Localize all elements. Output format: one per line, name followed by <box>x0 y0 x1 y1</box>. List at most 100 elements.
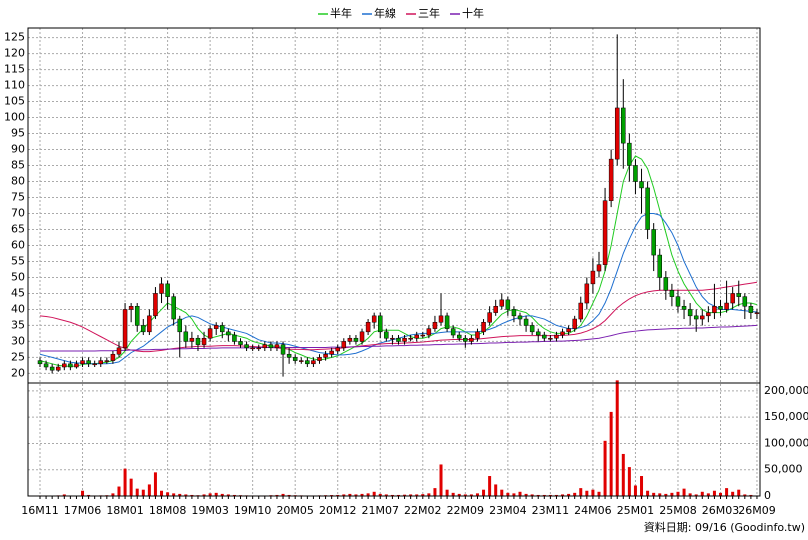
volume-bar <box>348 493 352 496</box>
candle-body <box>511 309 517 317</box>
candle-body <box>718 305 723 310</box>
candle-body <box>128 305 134 310</box>
volume-bar <box>445 489 449 496</box>
candle-body <box>475 331 480 339</box>
candle-body <box>505 299 511 310</box>
candle-body <box>633 165 638 182</box>
x-tick-label: 26M09 <box>738 504 776 517</box>
x-tick-label: 19M10 <box>234 504 272 517</box>
volume-bar <box>160 490 164 496</box>
volume-bar <box>554 494 558 496</box>
candle-body <box>37 360 43 365</box>
candle-body <box>529 325 535 333</box>
volume-bar <box>542 494 546 496</box>
volume-bar <box>457 493 461 496</box>
candle-body <box>171 296 176 320</box>
candle-body <box>639 181 644 189</box>
volume-bar <box>427 493 431 496</box>
volume-bar <box>585 490 589 496</box>
candle-body <box>566 328 571 333</box>
y-tick-label: 35 <box>11 318 25 331</box>
candle-body <box>49 366 55 371</box>
candle-body <box>724 302 729 310</box>
volume-bar <box>178 493 182 496</box>
volume-bar <box>506 492 510 496</box>
volume-bar <box>111 493 115 496</box>
volume-bar <box>469 494 473 496</box>
legend-label: 三年 <box>418 6 440 20</box>
candle-body <box>292 357 298 361</box>
y2-tick-label: 150,000 <box>764 410 808 423</box>
candle-body <box>147 315 152 333</box>
candle-body <box>663 277 669 291</box>
footer: 資料日期: 09/16 (Goodinfo.tw) <box>644 520 805 534</box>
y-tick-label: 90 <box>11 143 25 156</box>
x-tick-label: 25M08 <box>659 504 697 517</box>
volume-bar <box>737 489 741 496</box>
candle-body <box>341 341 347 349</box>
candle-body <box>311 360 316 365</box>
candle-body <box>742 296 748 307</box>
y-tick-label: 85 <box>11 159 25 172</box>
volume-bar <box>232 494 236 496</box>
volume-bar <box>603 440 607 496</box>
volume-bar <box>530 494 534 496</box>
candle-body <box>55 366 61 371</box>
volume-bar <box>421 494 425 496</box>
candle-body <box>602 200 608 265</box>
candle-body <box>286 353 292 358</box>
volume-bar <box>646 490 650 496</box>
volume-bar <box>135 488 139 496</box>
x-tick-label: 23M04 <box>489 504 527 517</box>
candle-body <box>687 309 693 317</box>
x-tick-label: 18M08 <box>149 504 187 517</box>
volume-bar <box>512 493 516 496</box>
candle-body <box>438 315 444 323</box>
candle-body <box>621 107 626 144</box>
volume-bar <box>725 488 729 496</box>
y-tick-label: 25 <box>11 350 25 363</box>
volume-bar <box>500 489 504 496</box>
candle-body <box>256 347 261 350</box>
plot-area <box>28 28 760 496</box>
candle-body <box>456 334 462 339</box>
ma-line <box>40 324 757 352</box>
candle-body <box>390 337 395 340</box>
candle-body <box>408 337 413 340</box>
volume-bar <box>658 493 662 496</box>
candle-body <box>317 357 322 361</box>
volume-bar <box>366 493 370 496</box>
volume-bar <box>287 494 291 496</box>
x-tick-label: 18M01 <box>106 504 144 517</box>
volume-bar <box>190 494 194 496</box>
y-tick-label: 65 <box>11 222 25 235</box>
volume-bar <box>342 494 346 496</box>
volume-bar <box>719 492 723 496</box>
x-tick-label: 20M12 <box>319 504 357 517</box>
y-tick-label: 80 <box>11 175 25 188</box>
candle-body <box>153 293 158 317</box>
candle-body <box>335 347 340 352</box>
volume-bar <box>591 489 595 496</box>
volume-bar <box>62 494 66 496</box>
candle-body <box>444 315 450 329</box>
candle-body <box>748 305 754 313</box>
candle-body <box>414 334 419 339</box>
volume-bar <box>202 494 206 496</box>
y-tick-label: 110 <box>4 79 25 92</box>
y2-tick-label: 0 <box>764 489 771 502</box>
volume-bar <box>706 493 710 496</box>
volume-bar <box>439 464 443 496</box>
volume-bar <box>627 467 631 496</box>
candle-body <box>165 283 170 297</box>
candle-body <box>463 337 468 342</box>
volume-bar <box>184 494 188 496</box>
y-tick-label: 125 <box>4 31 25 44</box>
volume-bar <box>682 488 686 496</box>
volume-bar <box>214 492 218 496</box>
x-tick-label: 23M11 <box>532 504 570 517</box>
y-tick-label: 75 <box>11 191 25 204</box>
ma-line <box>39 155 758 367</box>
volume-bar <box>688 493 692 496</box>
volume-bar <box>712 490 716 496</box>
